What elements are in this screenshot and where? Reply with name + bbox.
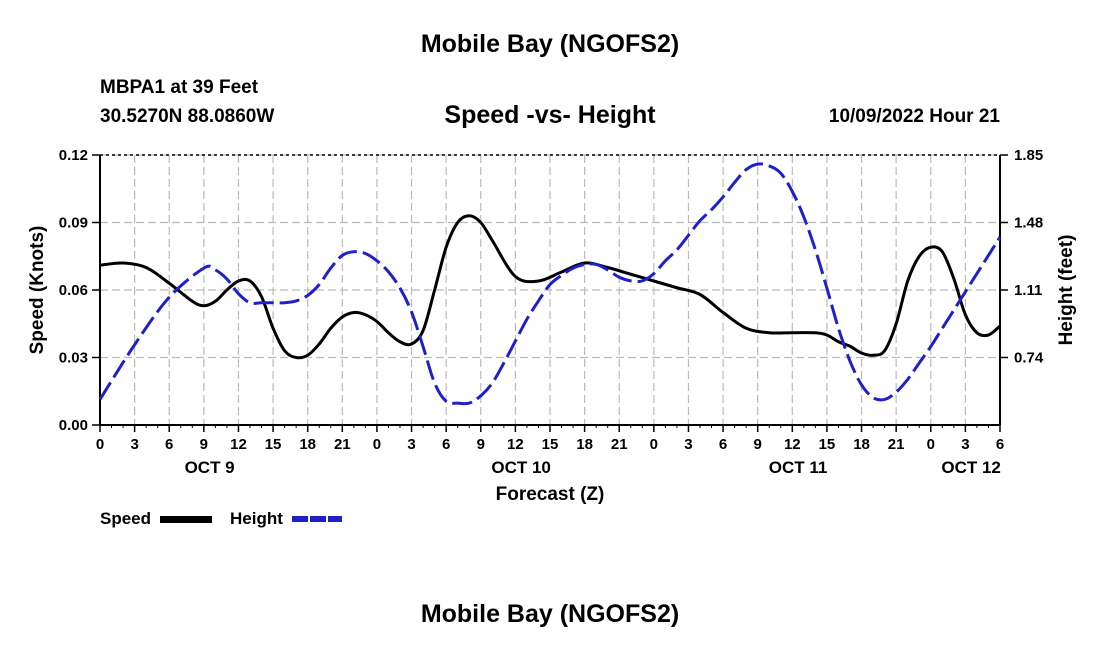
height-series-line — [98, 162, 1002, 406]
x-tick-label: 3 — [130, 436, 138, 453]
footer-title: Mobile Bay (NGOFS2) — [420, 600, 680, 628]
date-label: OCT 10 — [491, 458, 551, 477]
y-axis-title: Speed (Knots) — [27, 226, 48, 355]
x-axis-title: Forecast (Z) — [496, 484, 605, 505]
x-tick-label: 18 — [576, 436, 593, 453]
x-tick-label: 0 — [927, 436, 935, 453]
date-label: OCT 12 — [941, 458, 1001, 477]
y-tick-label: 0.06 — [59, 282, 88, 299]
y2-axis-title: Height (feet) — [1056, 235, 1077, 346]
x-tick-label: 18 — [299, 436, 316, 453]
x-tick-label: 9 — [477, 436, 485, 453]
series — [98, 162, 1002, 406]
x-tick-label: 6 — [719, 436, 727, 453]
y-tick-label: 0.12 — [59, 147, 88, 164]
x-tick-label: 3 — [407, 436, 415, 453]
x-tick-label: 6 — [165, 436, 173, 453]
x-tick-label: 9 — [754, 436, 762, 453]
chart-subtitle: Speed -vs- Height — [444, 101, 656, 129]
x-tick-label: 12 — [784, 436, 801, 453]
y-tick-label: 0.03 — [59, 350, 88, 367]
x-tick-label: 6 — [442, 436, 450, 453]
legend-height-label: Height — [230, 509, 283, 528]
x-tick-label: 15 — [819, 436, 836, 453]
x-tick-label: 0 — [373, 436, 381, 453]
date-label: OCT 9 — [185, 458, 235, 477]
date-label: OCT 11 — [769, 458, 828, 477]
datetime-label: 10/09/2022 Hour 21 — [828, 106, 1000, 127]
x-tick-label: 15 — [542, 436, 559, 453]
legend-speed-label: Speed — [100, 509, 152, 528]
x-tick-label: 21 — [611, 436, 628, 453]
legend-speed-swatch — [160, 516, 212, 523]
x-tick-label: 9 — [200, 436, 208, 453]
x-tick-label: 3 — [961, 436, 969, 453]
station-label: MBPA1 at 39 Feet — [100, 77, 259, 98]
x-tick-label: 0 — [650, 436, 658, 453]
y-tick-label: 0.00 — [59, 417, 88, 434]
y-tick-label: 0.09 — [59, 215, 88, 232]
legend-height-swatch — [292, 516, 342, 522]
speed-series-line — [99, 214, 1001, 360]
x-tick-label: 18 — [853, 436, 870, 453]
axes — [92, 154, 1008, 432]
x-tick-label: 6 — [996, 436, 1004, 453]
x-tick-label: 12 — [507, 436, 524, 453]
x-tick-label: 15 — [265, 436, 282, 453]
y2-tick-label: 1.85 — [1014, 147, 1043, 164]
x-tick-label: 0 — [96, 436, 104, 453]
x-tick-label: 12 — [230, 436, 247, 453]
chart-title: Mobile Bay (NGOFS2) — [420, 30, 680, 58]
x-tick-label: 21 — [334, 436, 351, 453]
y2-tick-label: 0.74 — [1014, 350, 1044, 367]
coordinates-label: 30.5270N 88.0860W — [100, 106, 275, 127]
x-tick-label: 3 — [684, 436, 692, 453]
axis-labels: 0 3 6 9 12 15 18 21 0 3 6 9 12 15 18 21 0 3 6 9 12 15 18 21 0 3 6 0… — [27, 147, 1077, 505]
y2-tick-label: 1.11 — [1014, 282, 1042, 299]
x-tick-label: 21 — [888, 436, 905, 453]
y2-tick-label: 1.48 — [1014, 215, 1043, 232]
